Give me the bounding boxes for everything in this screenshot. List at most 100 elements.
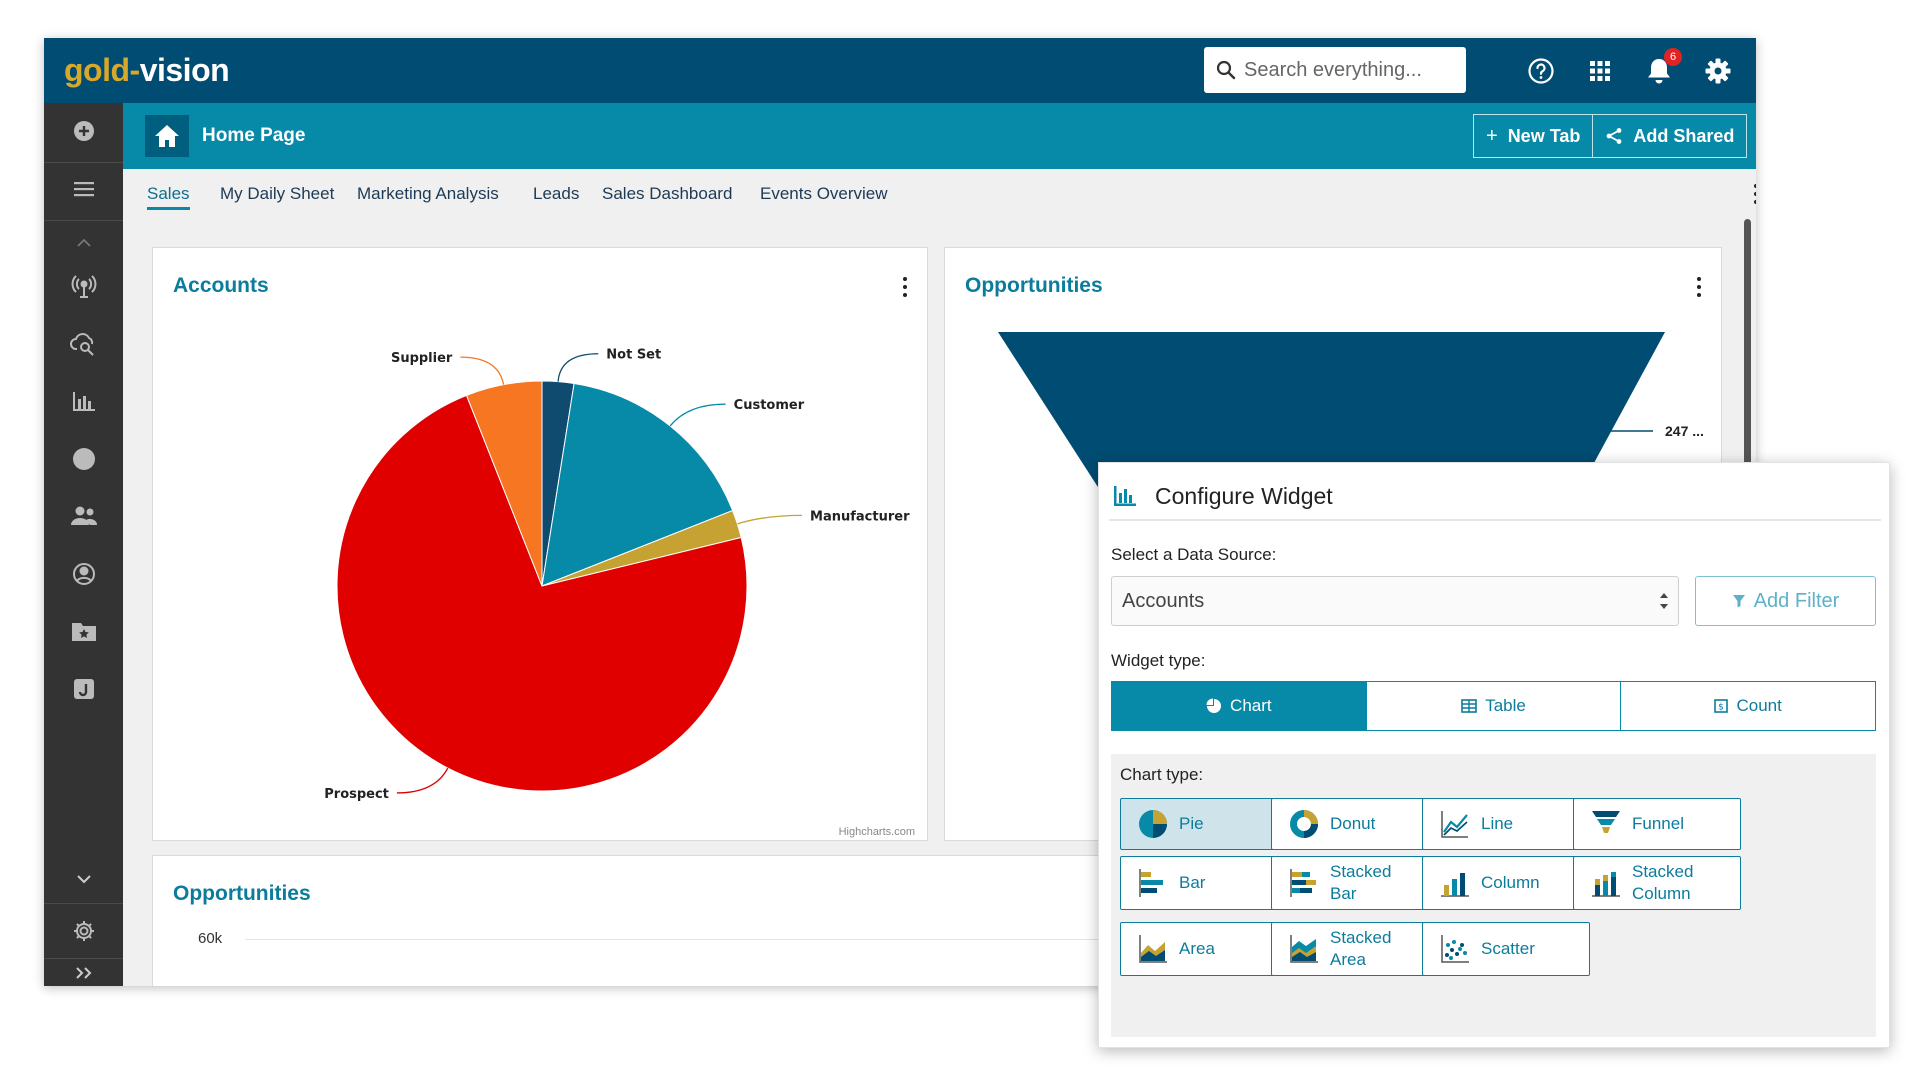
chart-type-bar-button[interactable]: Bar <box>1120 856 1288 910</box>
tab-marketing-analysis[interactable]: Marketing Analysis <box>357 184 499 203</box>
data-source-select[interactable]: Accounts <box>1111 576 1679 626</box>
chart-type-area-button[interactable]: Area <box>1120 922 1288 976</box>
funnel-data-label: 247 ... <box>1665 423 1704 439</box>
sidebar-expand-icon[interactable] <box>44 960 123 986</box>
sidebar-add-icon[interactable] <box>44 106 123 156</box>
top-bar: gold-vision 6 <box>44 38 1756 103</box>
chart-type-stacked-bar-label: Stacked Bar <box>1330 862 1392 903</box>
chart-type-stacked-area-label: Stacked Area <box>1330 928 1392 969</box>
search-box[interactable] <box>1204 47 1466 93</box>
add-filter-button[interactable]: Add Filter <box>1695 576 1876 626</box>
gridline <box>245 939 1685 940</box>
svg-text:$: $ <box>1719 703 1725 713</box>
widget-type-group: Chart Table $ Count <box>1111 681 1876 731</box>
pie-data-label: Prospect <box>324 787 389 802</box>
chart-type-funnel-button[interactable]: Funnel <box>1573 798 1741 850</box>
widget-type-chart-button[interactable]: Chart <box>1112 682 1366 730</box>
chart-type-scatter-button[interactable]: Scatter <box>1422 922 1590 976</box>
chart-type-donut-button[interactable]: Donut <box>1271 798 1439 850</box>
pie-data-label: Supplier <box>391 351 453 366</box>
sidebar-chevron-up-icon[interactable] <box>44 223 123 263</box>
widget-type-table-button[interactable]: Table <box>1365 682 1621 730</box>
pie-connector <box>460 356 505 385</box>
chart-type-stacked-column-button[interactable]: Stacked Column <box>1573 856 1741 910</box>
chart-type-line-label: Line <box>1481 814 1514 833</box>
settings-gear-icon[interactable] <box>1701 54 1735 88</box>
accounts-menu-icon[interactable] <box>897 274 913 300</box>
chart-type-column-label: Column <box>1481 873 1540 892</box>
search-icon <box>1216 60 1236 80</box>
sidebar-bar-chart-icon[interactable] <box>44 376 123 426</box>
tab-sales-dashboard[interactable]: Sales Dashboard <box>602 184 733 203</box>
widget-type-chart-label: Chart <box>1230 696 1272 715</box>
sidebar-divider <box>44 220 123 221</box>
pie-slice-prospect[interactable] <box>336 394 748 792</box>
new-tab-button[interactable]: + New Tab <box>1474 115 1592 157</box>
sidebar-circle-icon[interactable] <box>44 434 123 484</box>
tab-sales[interactable]: Sales <box>147 184 190 210</box>
sidebar-cloud-search-icon[interactable] <box>44 319 123 369</box>
accounts-widget: Accounts Not Set Customer Manufacturer Pros… <box>152 247 928 841</box>
table-icon <box>1461 699 1477 713</box>
data-source-value: Accounts <box>1122 589 1205 612</box>
bell-icon[interactable]: 6 <box>1642 48 1682 88</box>
chart-type-bar-label: Bar <box>1179 873 1206 892</box>
chart-type-pie-label: Pie <box>1179 814 1204 833</box>
widget-type-count-button[interactable]: $ Count <box>1620 682 1875 730</box>
count-icon: $ <box>1714 699 1729 713</box>
accounts-pie-chart: Not Set Customer Manufacturer Prospect Suppl… <box>324 348 910 802</box>
bar-chart-horizontal-icon <box>1139 869 1163 897</box>
chart-type-column-button[interactable]: Column <box>1422 856 1590 910</box>
apps-grid-icon[interactable] <box>1583 54 1617 88</box>
pie-chart-icon <box>1139 810 1167 838</box>
chart-type-stacked-bar-button[interactable]: Stacked Bar <box>1271 856 1439 910</box>
chart-type-line-button[interactable]: Line <box>1422 798 1590 850</box>
logo[interactable]: gold-vision <box>64 50 230 90</box>
chart-type-scatter-label: Scatter <box>1481 939 1535 958</box>
pie-connector <box>669 403 726 427</box>
chart-type-pie-button[interactable]: Pie <box>1120 798 1288 850</box>
configure-widget-dialog: Configure Widget Select a Data Source: A… <box>1098 462 1890 1048</box>
dialog-title: Configure Widget <box>1155 483 1333 509</box>
sidebar-gear-icon[interactable] <box>44 906 123 956</box>
sidebar-journal-icon[interactable] <box>44 664 123 714</box>
tabs-more-icon[interactable] <box>1748 181 1756 207</box>
filter-icon <box>1732 595 1745 608</box>
page-title: Home Page <box>202 125 306 146</box>
chart-type-panel: Chart type: Pie Donut Line Funnel Bar St… <box>1111 754 1876 1037</box>
sidebar-menu-icon[interactable] <box>44 164 123 214</box>
stacked-bar-chart-icon <box>1290 869 1316 897</box>
widget-type-label: Widget type: <box>1111 651 1206 670</box>
sidebar-support-icon[interactable] <box>44 549 123 599</box>
tab-events-overview[interactable]: Events Overview <box>760 184 888 203</box>
tab-leads[interactable]: Leads <box>533 184 580 203</box>
funnel-chart-icon <box>1592 811 1620 833</box>
header-button-group: + New Tab Add Shared <box>1473 114 1748 158</box>
opportunities-menu-icon[interactable] <box>1691 274 1707 300</box>
pie-slice-customer[interactable] <box>541 382 734 587</box>
search-input[interactable] <box>1244 58 1444 82</box>
sidebar-divider <box>44 958 123 959</box>
share-icon <box>1606 128 1622 144</box>
pie-data-label: Manufacturer <box>810 509 910 524</box>
stacked-column-chart-icon <box>1592 872 1620 897</box>
pie-connector <box>396 767 449 794</box>
sidebar-divider <box>44 903 123 904</box>
home-button[interactable] <box>145 115 189 157</box>
opportunities-bottom-title: Opportunities <box>173 882 311 905</box>
tab-my-daily-sheet[interactable]: My Daily Sheet <box>220 184 335 203</box>
scrollbar[interactable] <box>1744 219 1751 469</box>
sidebar-broadcast-icon[interactable] <box>44 261 123 311</box>
sidebar-chevron-down-icon[interactable] <box>44 859 123 899</box>
chart-type-stacked-area-button[interactable]: Stacked Area <box>1271 922 1439 976</box>
help-icon[interactable] <box>1524 54 1558 88</box>
funnel-segment <box>998 332 1665 498</box>
chart-type-stacked-column-label: Stacked Column <box>1632 862 1694 903</box>
sidebar-contacts-icon[interactable] <box>44 491 123 541</box>
pie-slice-supplier[interactable] <box>465 380 543 587</box>
sidebar-folder-star-icon[interactable] <box>44 606 123 656</box>
add-shared-button[interactable]: Add Shared <box>1592 115 1746 157</box>
chart-type-donut-label: Donut <box>1330 814 1376 833</box>
accounts-title: Accounts <box>173 274 269 297</box>
chart-type-area-label: Area <box>1179 939 1215 958</box>
